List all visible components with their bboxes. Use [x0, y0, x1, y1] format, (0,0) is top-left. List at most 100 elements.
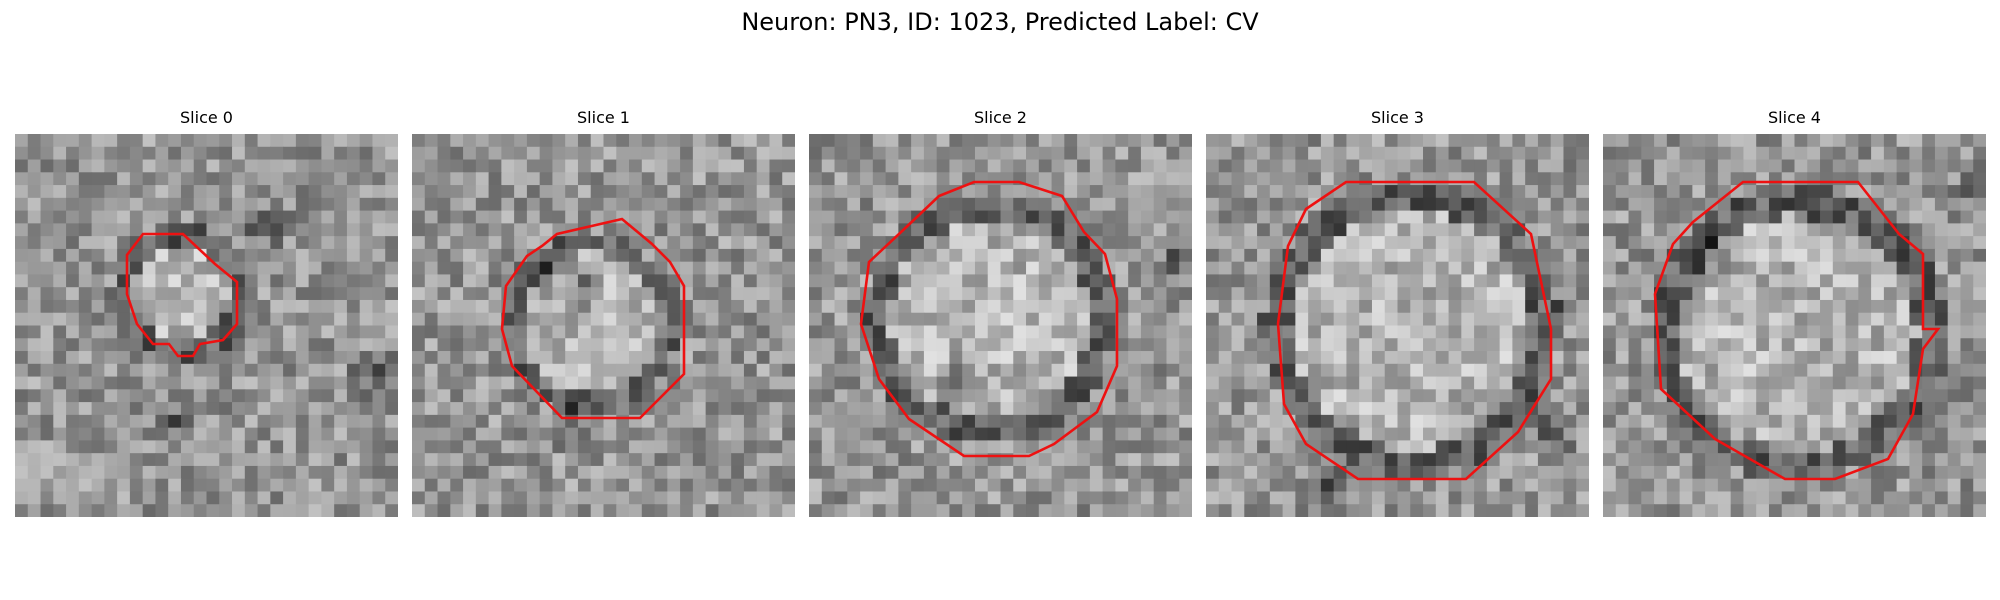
image-pixel	[142, 299, 157, 314]
image-pixel	[1435, 427, 1450, 441]
image-pixel	[308, 478, 322, 493]
image-pixel	[1730, 274, 1745, 288]
image-pixel	[1730, 363, 1745, 378]
image-pixel	[66, 402, 80, 416]
image-pixel	[667, 389, 681, 403]
image-pixel	[1371, 427, 1386, 441]
image-pixel	[1832, 338, 1847, 352]
image-pixel	[860, 159, 874, 173]
image-pixel	[1295, 363, 1309, 378]
image-pixel	[1115, 504, 1129, 517]
image-pixel	[412, 491, 426, 505]
image-pixel	[1794, 440, 1808, 454]
image-pixel	[334, 453, 348, 467]
image-pixel	[756, 414, 771, 429]
image-pixel	[526, 299, 541, 314]
image-pixel	[1218, 325, 1233, 339]
image-pixel	[667, 427, 681, 441]
image-pixel	[1244, 363, 1258, 378]
image-pixel	[936, 312, 951, 327]
image-pixel	[1654, 159, 1668, 173]
image-pixel	[1858, 325, 1872, 339]
image-pixel	[1359, 172, 1373, 186]
image-pixel	[1474, 248, 1488, 263]
image-pixel	[1499, 287, 1513, 301]
image-pixel	[180, 376, 195, 390]
image-pixel	[346, 287, 361, 301]
image-pixel	[616, 351, 630, 365]
image-pixel	[232, 376, 246, 390]
image-pixel	[117, 146, 131, 161]
image-pixel	[424, 159, 439, 173]
image-pixel	[104, 261, 118, 276]
image-pixel	[1435, 223, 1450, 237]
image-pixel	[1089, 414, 1104, 429]
image-pixel	[1717, 414, 1732, 429]
image-pixel	[219, 338, 233, 352]
image-pixel	[1128, 223, 1142, 237]
image-pixel	[1461, 274, 1475, 288]
image-pixel	[1537, 414, 1552, 429]
image-pixel	[1026, 351, 1040, 365]
image-pixel	[1756, 338, 1770, 352]
image-pixel	[15, 440, 29, 454]
image-pixel	[1615, 478, 1630, 493]
image-pixel	[539, 504, 554, 517]
image-pixel	[359, 248, 374, 263]
image-pixel	[1537, 402, 1552, 416]
image-pixel	[359, 274, 374, 288]
image-pixel	[244, 146, 259, 161]
image-pixel	[962, 427, 976, 441]
image-pixel	[1410, 274, 1424, 288]
image-pixel	[1768, 274, 1783, 288]
image-pixel	[463, 338, 477, 352]
image-pixel	[1934, 427, 1949, 441]
image-pixel	[949, 376, 963, 390]
image-pixel	[1807, 261, 1821, 276]
image-pixel	[15, 299, 29, 314]
image-pixel	[1871, 146, 1885, 161]
image-pixel	[104, 236, 118, 250]
image-pixel	[1308, 146, 1322, 161]
image-pixel	[847, 376, 861, 390]
image-pixel	[91, 338, 105, 352]
image-pixel	[219, 185, 233, 199]
image-pixel	[962, 325, 976, 339]
image-pixel	[180, 363, 195, 378]
image-pixel	[1140, 134, 1155, 148]
image-pixel	[91, 236, 105, 250]
image-pixel	[1807, 376, 1821, 390]
image-pixel	[334, 389, 348, 403]
image-pixel	[962, 248, 976, 263]
image-pixel	[321, 453, 335, 467]
image-pixel	[66, 465, 80, 480]
image-pixel	[104, 376, 118, 390]
image-pixel	[232, 236, 246, 250]
image-pixel	[962, 261, 976, 276]
image-pixel	[898, 274, 912, 288]
image-pixel	[667, 402, 681, 416]
image-pixel	[603, 376, 617, 390]
image-pixel	[1140, 159, 1155, 173]
image-pixel	[1051, 427, 1065, 441]
image-pixel	[949, 338, 963, 352]
image-pixel	[1794, 134, 1808, 148]
image-pixel	[475, 325, 490, 339]
image-pixel	[756, 491, 771, 505]
image-pixel	[1051, 453, 1065, 467]
image-pixel	[949, 363, 963, 378]
image-pixel	[1244, 402, 1258, 416]
image-pixel	[359, 159, 374, 173]
image-pixel	[1973, 299, 1986, 314]
image-pixel	[1051, 197, 1065, 212]
image-pixel	[155, 427, 169, 441]
image-pixel	[1038, 338, 1053, 352]
image-pixel	[372, 299, 386, 314]
image-pixel	[705, 325, 719, 339]
image-pixel	[168, 274, 182, 288]
image-pixel	[1435, 274, 1450, 288]
image-pixel	[1269, 287, 1284, 301]
image-pixel	[1550, 299, 1565, 314]
image-pixel	[923, 338, 938, 352]
image-pixel	[885, 312, 899, 327]
